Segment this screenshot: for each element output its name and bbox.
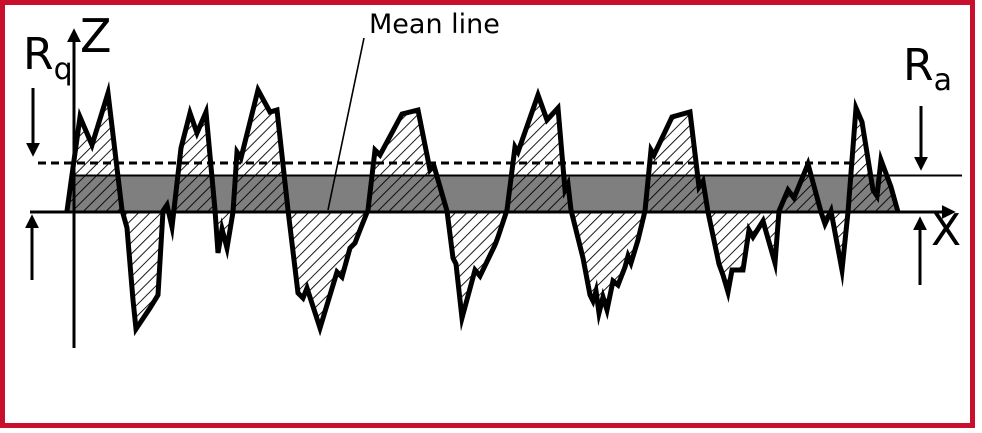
- mean-line-label: Mean line: [369, 9, 500, 40]
- ra-label-base: R: [903, 40, 934, 91]
- x-axis-label: X: [931, 205, 962, 256]
- rq-label-base: R: [23, 29, 54, 80]
- rq-label-subscript: q: [53, 51, 73, 87]
- roughness-profile-line: [64, 80, 901, 337]
- rq-label: Rq: [23, 33, 73, 85]
- ra-label: Ra: [903, 44, 952, 96]
- mean-line-leader: [327, 37, 365, 211]
- profile-hatch-area: [67, 90, 898, 329]
- ra-label-subscript: a: [933, 62, 952, 98]
- z-axis-label: Z: [80, 9, 112, 63]
